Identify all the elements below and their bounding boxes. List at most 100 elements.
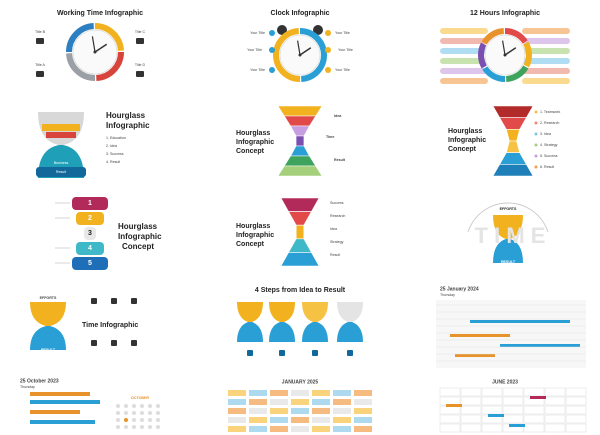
hourglass-bottom: [302, 322, 328, 342]
cell: [333, 408, 351, 414]
ring-segment: [478, 42, 487, 69]
cell: [565, 414, 587, 424]
ring-segment: [504, 28, 528, 44]
bar: [522, 68, 570, 74]
cell: [249, 408, 267, 414]
day: [140, 418, 144, 422]
hourglass-band: [290, 125, 310, 137]
subtitle: Thursday: [440, 293, 455, 297]
number-band: [76, 242, 104, 255]
slide-title: Concept: [448, 146, 477, 153]
hourglass-band: [288, 211, 312, 226]
label: RESULT: [41, 348, 56, 352]
cell: [481, 405, 503, 415]
item: 6. Result: [540, 165, 554, 169]
cell: [481, 423, 503, 433]
slide-title: Infographic: [448, 137, 486, 144]
slide-title: Infographic: [236, 232, 274, 239]
hourglass-bottom: [237, 322, 263, 342]
label: Your Title: [338, 48, 353, 52]
ring-segment: [66, 23, 95, 53]
icon: [91, 298, 97, 304]
cell: [249, 399, 267, 405]
hourglass-top: [337, 302, 363, 322]
band: [42, 124, 80, 131]
cell: [481, 396, 503, 406]
slide-title: Concept: [236, 241, 265, 248]
number: 2: [88, 215, 92, 222]
icon: [131, 340, 137, 346]
cell: [565, 423, 587, 433]
day: [148, 418, 152, 422]
item: Strategy: [330, 240, 344, 244]
event: [30, 400, 100, 404]
bar: [440, 38, 488, 44]
label: Idea: [334, 114, 342, 118]
bar: [522, 48, 570, 54]
item: Success: [330, 201, 344, 205]
hourglass-band: [505, 129, 521, 142]
slide-title: Hourglass: [106, 111, 146, 120]
label: Your Title: [335, 68, 350, 72]
hourglass-bottom: [269, 322, 295, 342]
day: [148, 404, 152, 408]
slide-title: Clock Infographic: [270, 10, 329, 17]
cell: [439, 396, 461, 406]
hourglass-bottom: [493, 239, 523, 263]
day: [140, 404, 144, 408]
icon: [136, 38, 144, 44]
cell: [544, 405, 566, 415]
hourglass-bottom: [337, 322, 363, 342]
label: Time: [326, 135, 334, 139]
hourglass-band: [283, 155, 317, 167]
hourglass-band: [280, 252, 320, 267]
cell: [502, 396, 524, 406]
cell: [502, 405, 524, 415]
label: Title D: [135, 63, 146, 67]
cell: [333, 417, 351, 423]
ring-segment: [467, 202, 549, 233]
event: [455, 354, 495, 357]
day: [116, 418, 120, 422]
label: RESULT: [501, 260, 516, 264]
slide-title: Infographic: [118, 232, 162, 241]
slide-title: JANUARY 2025: [282, 379, 319, 385]
day: [156, 411, 160, 415]
icon: [325, 67, 331, 73]
item: Idea: [330, 227, 337, 231]
bar: [440, 28, 488, 34]
day: [148, 411, 152, 415]
bell: [313, 25, 323, 35]
icon: [136, 71, 144, 77]
number-band: [72, 257, 108, 270]
cell: [354, 417, 372, 423]
label: Title A: [35, 63, 45, 67]
hourglass-top: [493, 215, 523, 239]
hourglass-band: [492, 105, 534, 118]
event: [470, 320, 570, 323]
day: [156, 425, 160, 429]
hourglass-top: [302, 302, 328, 322]
cell: [460, 405, 482, 415]
event: [30, 392, 90, 396]
cell: [502, 387, 524, 397]
item: 4. Strategy: [540, 143, 558, 147]
clock-hand: [297, 40, 301, 56]
day: [124, 411, 128, 415]
item: Result: [330, 253, 340, 257]
day: [116, 411, 120, 415]
day: [132, 418, 136, 422]
icon: [269, 67, 275, 73]
cell: [460, 387, 482, 397]
cell: [544, 387, 566, 397]
cell: [565, 387, 587, 397]
hourglass-bottom: [30, 326, 66, 350]
cell: [291, 417, 309, 423]
cell: [354, 426, 372, 432]
cell: [291, 390, 309, 396]
slide-title: Infographic: [236, 139, 274, 146]
hourglass-band: [492, 164, 534, 177]
label: Result: [334, 158, 346, 162]
slide-title: 12 Hours Infographic: [470, 10, 540, 17]
number-band: [84, 227, 96, 240]
